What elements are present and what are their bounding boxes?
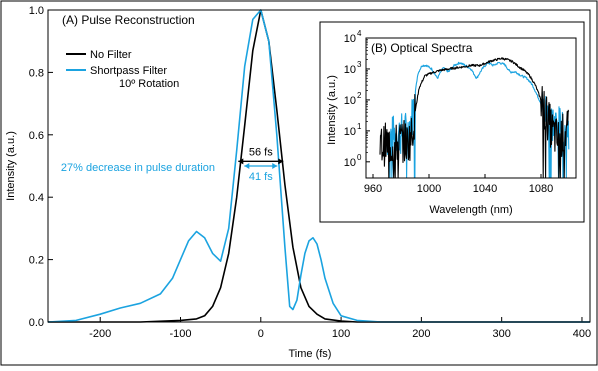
y-tick-label: 0.0 — [29, 317, 44, 329]
panel-b-series — [379, 57, 570, 179]
inset-x-tick-label: 1000 — [417, 183, 441, 195]
inset-y-tick-label: 10 — [344, 33, 356, 45]
fwhm-no-filter-arrow-head-right — [278, 158, 284, 165]
inset-x-tick-label: 1040 — [473, 183, 497, 195]
fwhm-shortpass-label: 41 fs — [249, 171, 273, 183]
y-tick-label: 0.4 — [29, 192, 44, 204]
panel-b-frame — [365, 37, 577, 179]
panel-a-title: (A) Pulse Reconstruction — [62, 13, 195, 27]
x-tick-label: 0 — [258, 328, 264, 340]
panel-a-xlabel: Time (fs) — [289, 348, 332, 360]
inset-y-tick-exponent: 0 — [357, 153, 362, 162]
y-tick-label: 0.2 — [29, 255, 44, 267]
fwhm-shortpass-arrow-head-left — [244, 163, 250, 169]
decrease-annotation: 27% decrease in pulse duration — [61, 162, 215, 174]
x-tick-label: 200 — [412, 328, 430, 340]
legend: No Filter Shortpass Filter 10º Rotation — [66, 49, 179, 90]
series-line-shortpass-filter — [47, 9, 590, 323]
fwhm-no-filter-label: 56 fs — [249, 146, 273, 158]
inset-series-line-shortpass-filter — [386, 61, 570, 179]
inset-y-tick-exponent: 2 — [357, 91, 362, 100]
inset-y-tick-exponent: 3 — [357, 60, 362, 69]
fwhm-no-filter-arrow-head-left — [238, 158, 244, 165]
x-tick-label: 300 — [492, 328, 510, 340]
y-tick-label: 0.6 — [29, 130, 44, 142]
panel-b-ylabel: Intensity (a.u.) — [326, 75, 338, 145]
legend-label-rotation: 10º Rotation — [119, 78, 179, 90]
inset-y-tick-exponent: 1 — [357, 122, 362, 131]
fwhm-shortpass-arrow-head-right — [272, 163, 278, 169]
panel-b-title: (B) Optical Spectra — [371, 41, 473, 55]
panel-a-series — [47, 9, 590, 323]
panel-a-frame — [47, 9, 591, 323]
y-tick-label: 1.0 — [29, 5, 44, 17]
inset-y-tick-label: 10 — [344, 157, 356, 169]
panel-a-ylabel: Intensity (a.u.) — [5, 131, 17, 201]
x-tick-label: 100 — [332, 328, 350, 340]
panel-a: -200 -100 0 100 200 300 4000.00.20.40.60.81.0 … — [5, 5, 591, 360]
inset-x-tick-label: 960 — [364, 183, 382, 195]
panel-b-box — [319, 21, 585, 223]
legend-label-shortpass: Shortpass Filter — [90, 65, 167, 77]
x-tick-label: -100 — [169, 328, 191, 340]
y-tick-label: 0.8 — [29, 67, 44, 79]
x-tick-label: -200 — [89, 328, 111, 340]
panel-b-xlabel: Wavelength (nm) — [429, 204, 512, 216]
fwhm-annotations: 56 fs 41 fs 27% decrease in pulse durati… — [61, 146, 284, 183]
inset-y-tick-label: 10 — [344, 126, 356, 138]
inset-y-tick-exponent: 4 — [357, 29, 362, 38]
inset-series-line-no-filter — [379, 57, 570, 179]
inset-y-tick-label: 10 — [344, 95, 356, 107]
legend-label-no-filter: No Filter — [90, 49, 132, 61]
inset-y-tick-label: 10 — [344, 64, 356, 76]
x-tick-label: 400 — [573, 328, 591, 340]
inset-x-tick-label: 1080 — [529, 183, 553, 195]
